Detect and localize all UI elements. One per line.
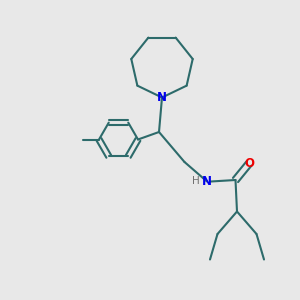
Text: H: H: [192, 176, 200, 186]
Text: O: O: [244, 157, 254, 170]
Text: N: N: [202, 175, 212, 188]
Text: N: N: [157, 91, 167, 104]
